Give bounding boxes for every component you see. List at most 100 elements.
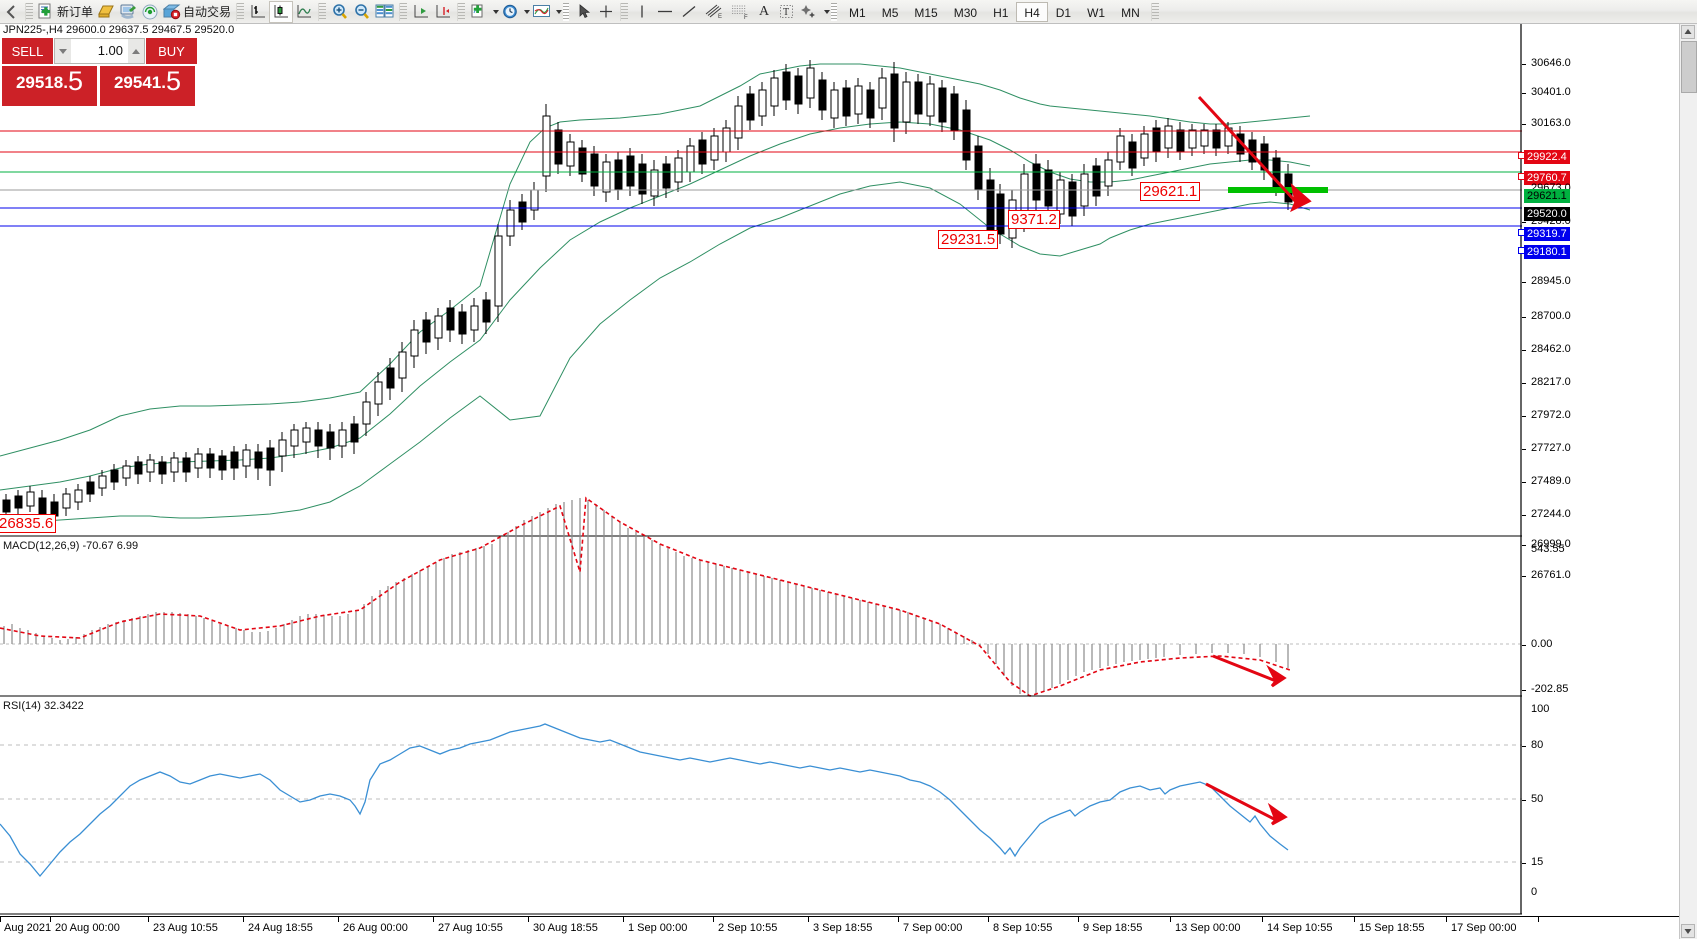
volume-input[interactable]: 1.00	[71, 39, 128, 63]
horizontal-line-icon[interactable]	[653, 1, 677, 23]
scrollbar-thumb[interactable]	[1681, 41, 1697, 93]
scroll-down-button[interactable]	[1681, 924, 1695, 938]
crosshair-icon[interactable]	[595, 1, 617, 23]
candlestick-chart-icon[interactable]	[269, 0, 294, 23]
chart-canvas[interactable]: JPN225-,H4 29600.0 29637.5 29467.5 29520…	[0, 24, 1697, 939]
price-chip-last-29520[interactable]: 29520.0	[1524, 207, 1570, 221]
price-tick-26761: 26761.0	[1531, 569, 1571, 581]
price-tick-27244: 27244.0	[1531, 508, 1571, 520]
annotation-29621[interactable]: 29621.1	[1140, 182, 1201, 201]
price-tick-28217: 28217.0	[1531, 376, 1571, 388]
shapes-caret-icon[interactable]	[824, 9, 831, 14]
toolbar-left-edge-icon[interactable]	[0, 1, 22, 23]
vertical-line-icon[interactable]	[631, 1, 653, 23]
timeframe-m15[interactable]: M15	[914, 5, 938, 20]
time-label-12: 9 Sep 18:55	[1083, 922, 1143, 934]
macd-indicator-label: MACD(12,26,9) -70.67 6.99	[3, 540, 139, 552]
template-icon[interactable]	[530, 1, 553, 23]
indicator-caret-icon[interactable]	[493, 9, 500, 14]
annotation-26835[interactable]: 26835.6	[0, 514, 57, 533]
price-chip-29922[interactable]: 29922.4	[1524, 150, 1570, 164]
timeframe-m5[interactable]: M5	[881, 5, 899, 20]
price-chip-29621[interactable]: 29621.1	[1524, 189, 1570, 203]
chevron-down-icon	[59, 48, 67, 54]
timeframe-h1[interactable]: H1	[993, 5, 1009, 20]
sell-button[interactable]: SELL	[2, 38, 54, 64]
drawing-toolbar-gripper[interactable]	[563, 2, 570, 21]
zoom-out-icon[interactable]	[351, 1, 373, 23]
rsi-tick-15: 15	[1531, 856, 1544, 868]
rsi-indicator-label: RSI(14) 32.3422	[3, 700, 84, 712]
annotation-9371[interactable]: 9371.2	[1008, 210, 1060, 229]
vertical-scrollbar[interactable]	[1679, 24, 1697, 939]
time-label-5: 27 Aug 10:55	[438, 922, 503, 934]
shapes-icon[interactable]	[797, 1, 821, 23]
annotation-29231[interactable]: 29231.5	[938, 230, 999, 249]
text-label-icon[interactable]: T	[775, 1, 797, 23]
time-label-7: 1 Sep 00:00	[628, 922, 688, 934]
time-label-0: Aug 2021	[4, 922, 52, 934]
indicator-add-icon[interactable]	[468, 1, 490, 23]
time-label-3: 24 Aug 18:55	[248, 922, 313, 934]
time-label-8: 2 Sep 10:55	[718, 922, 778, 934]
cursor-icon[interactable]	[573, 1, 595, 23]
expert-advisors-button[interactable]	[95, 1, 117, 23]
sell-price[interactable]: 29518 . 5	[2, 66, 97, 106]
time-label-9: 3 Sep 18:55	[813, 922, 873, 934]
time-axis[interactable]: Aug 2021 20 Aug 00:00 23 Aug 10:55 24 Au…	[0, 916, 1697, 939]
line-chart-icon[interactable]	[293, 1, 315, 23]
macd-tick-min: -202.85	[1531, 683, 1569, 695]
timeframe-mn[interactable]: MN	[1121, 5, 1140, 20]
price-tick-30401: 30401.0	[1531, 86, 1571, 98]
time-label-6: 30 Aug 18:55	[533, 922, 598, 934]
price-tick-27972: 27972.0	[1531, 409, 1571, 421]
equidistant-channel-icon[interactable]: E	[701, 1, 727, 23]
rsi-tick-100: 100	[1531, 703, 1550, 715]
trendline-icon[interactable]	[677, 1, 701, 23]
volume-stepper[interactable]: 1.00	[54, 38, 145, 64]
svg-text:T: T	[783, 7, 789, 18]
auto-scroll-icon[interactable]	[432, 1, 454, 23]
timeframe-w1[interactable]: W1	[1087, 5, 1106, 20]
macd-tick-zero: 0.00	[1531, 638, 1553, 650]
price-chip-29760[interactable]: 29760.7	[1524, 171, 1570, 185]
price-tick-26999: 26999.0	[1531, 538, 1571, 550]
price-tick-27727: 27727.0	[1531, 442, 1571, 454]
autotrading-button[interactable]: 自动交易	[161, 1, 233, 23]
volume-increment-button[interactable]	[128, 39, 144, 63]
price-chip-29180[interactable]: 29180.1	[1524, 245, 1570, 259]
zoom-in-icon[interactable]	[329, 1, 351, 23]
toolbar-separator	[25, 2, 33, 21]
rsi-down-arrow	[1205, 782, 1288, 826]
timeframe-toolbar-gripper[interactable]	[831, 2, 838, 21]
toolbar-separator-2	[236, 2, 245, 21]
timeframe-m1[interactable]: M1	[849, 5, 866, 20]
tile-windows-icon[interactable]	[373, 1, 396, 23]
fibonacci-icon[interactable]: F	[727, 1, 753, 23]
chevron-up-icon	[132, 48, 140, 54]
candlestick-series	[2, 60, 1293, 524]
bar-chart-icon[interactable]	[247, 1, 269, 23]
timeframe-m30[interactable]: M30	[953, 5, 978, 20]
connection-button[interactable]	[139, 1, 161, 23]
volume-decrement-button[interactable]	[55, 39, 71, 63]
macd-down-arrow	[1212, 654, 1287, 688]
time-axis-extra	[0, 917, 1697, 939]
timeframe-d1[interactable]: D1	[1055, 5, 1072, 20]
timeframe-h4[interactable]: H4	[1016, 1, 1048, 22]
buy-button[interactable]: BUY	[145, 38, 197, 64]
clock-icon[interactable]	[499, 1, 521, 23]
metaeditor-button[interactable]	[117, 1, 139, 23]
scroll-up-button[interactable]	[1681, 25, 1695, 39]
periods-caret-icon[interactable]	[524, 9, 531, 14]
one-click-trading-panel[interactable]: SELL 1.00 BUY 29518 . 5 29541 . 5	[2, 38, 197, 119]
chart-shift-icon[interactable]	[410, 1, 432, 23]
templates-caret-icon[interactable]	[556, 9, 563, 14]
buy-price[interactable]: 29541 . 5	[100, 66, 195, 106]
rsi-tick-50: 50	[1531, 793, 1544, 805]
price-tick-30163: 30163.0	[1531, 117, 1571, 129]
new-order-button[interactable]: 新订单	[36, 1, 95, 23]
svg-text:E: E	[718, 14, 722, 20]
price-chip-29319[interactable]: 29319.7	[1524, 227, 1570, 241]
text-icon[interactable]: A	[758, 3, 770, 19]
